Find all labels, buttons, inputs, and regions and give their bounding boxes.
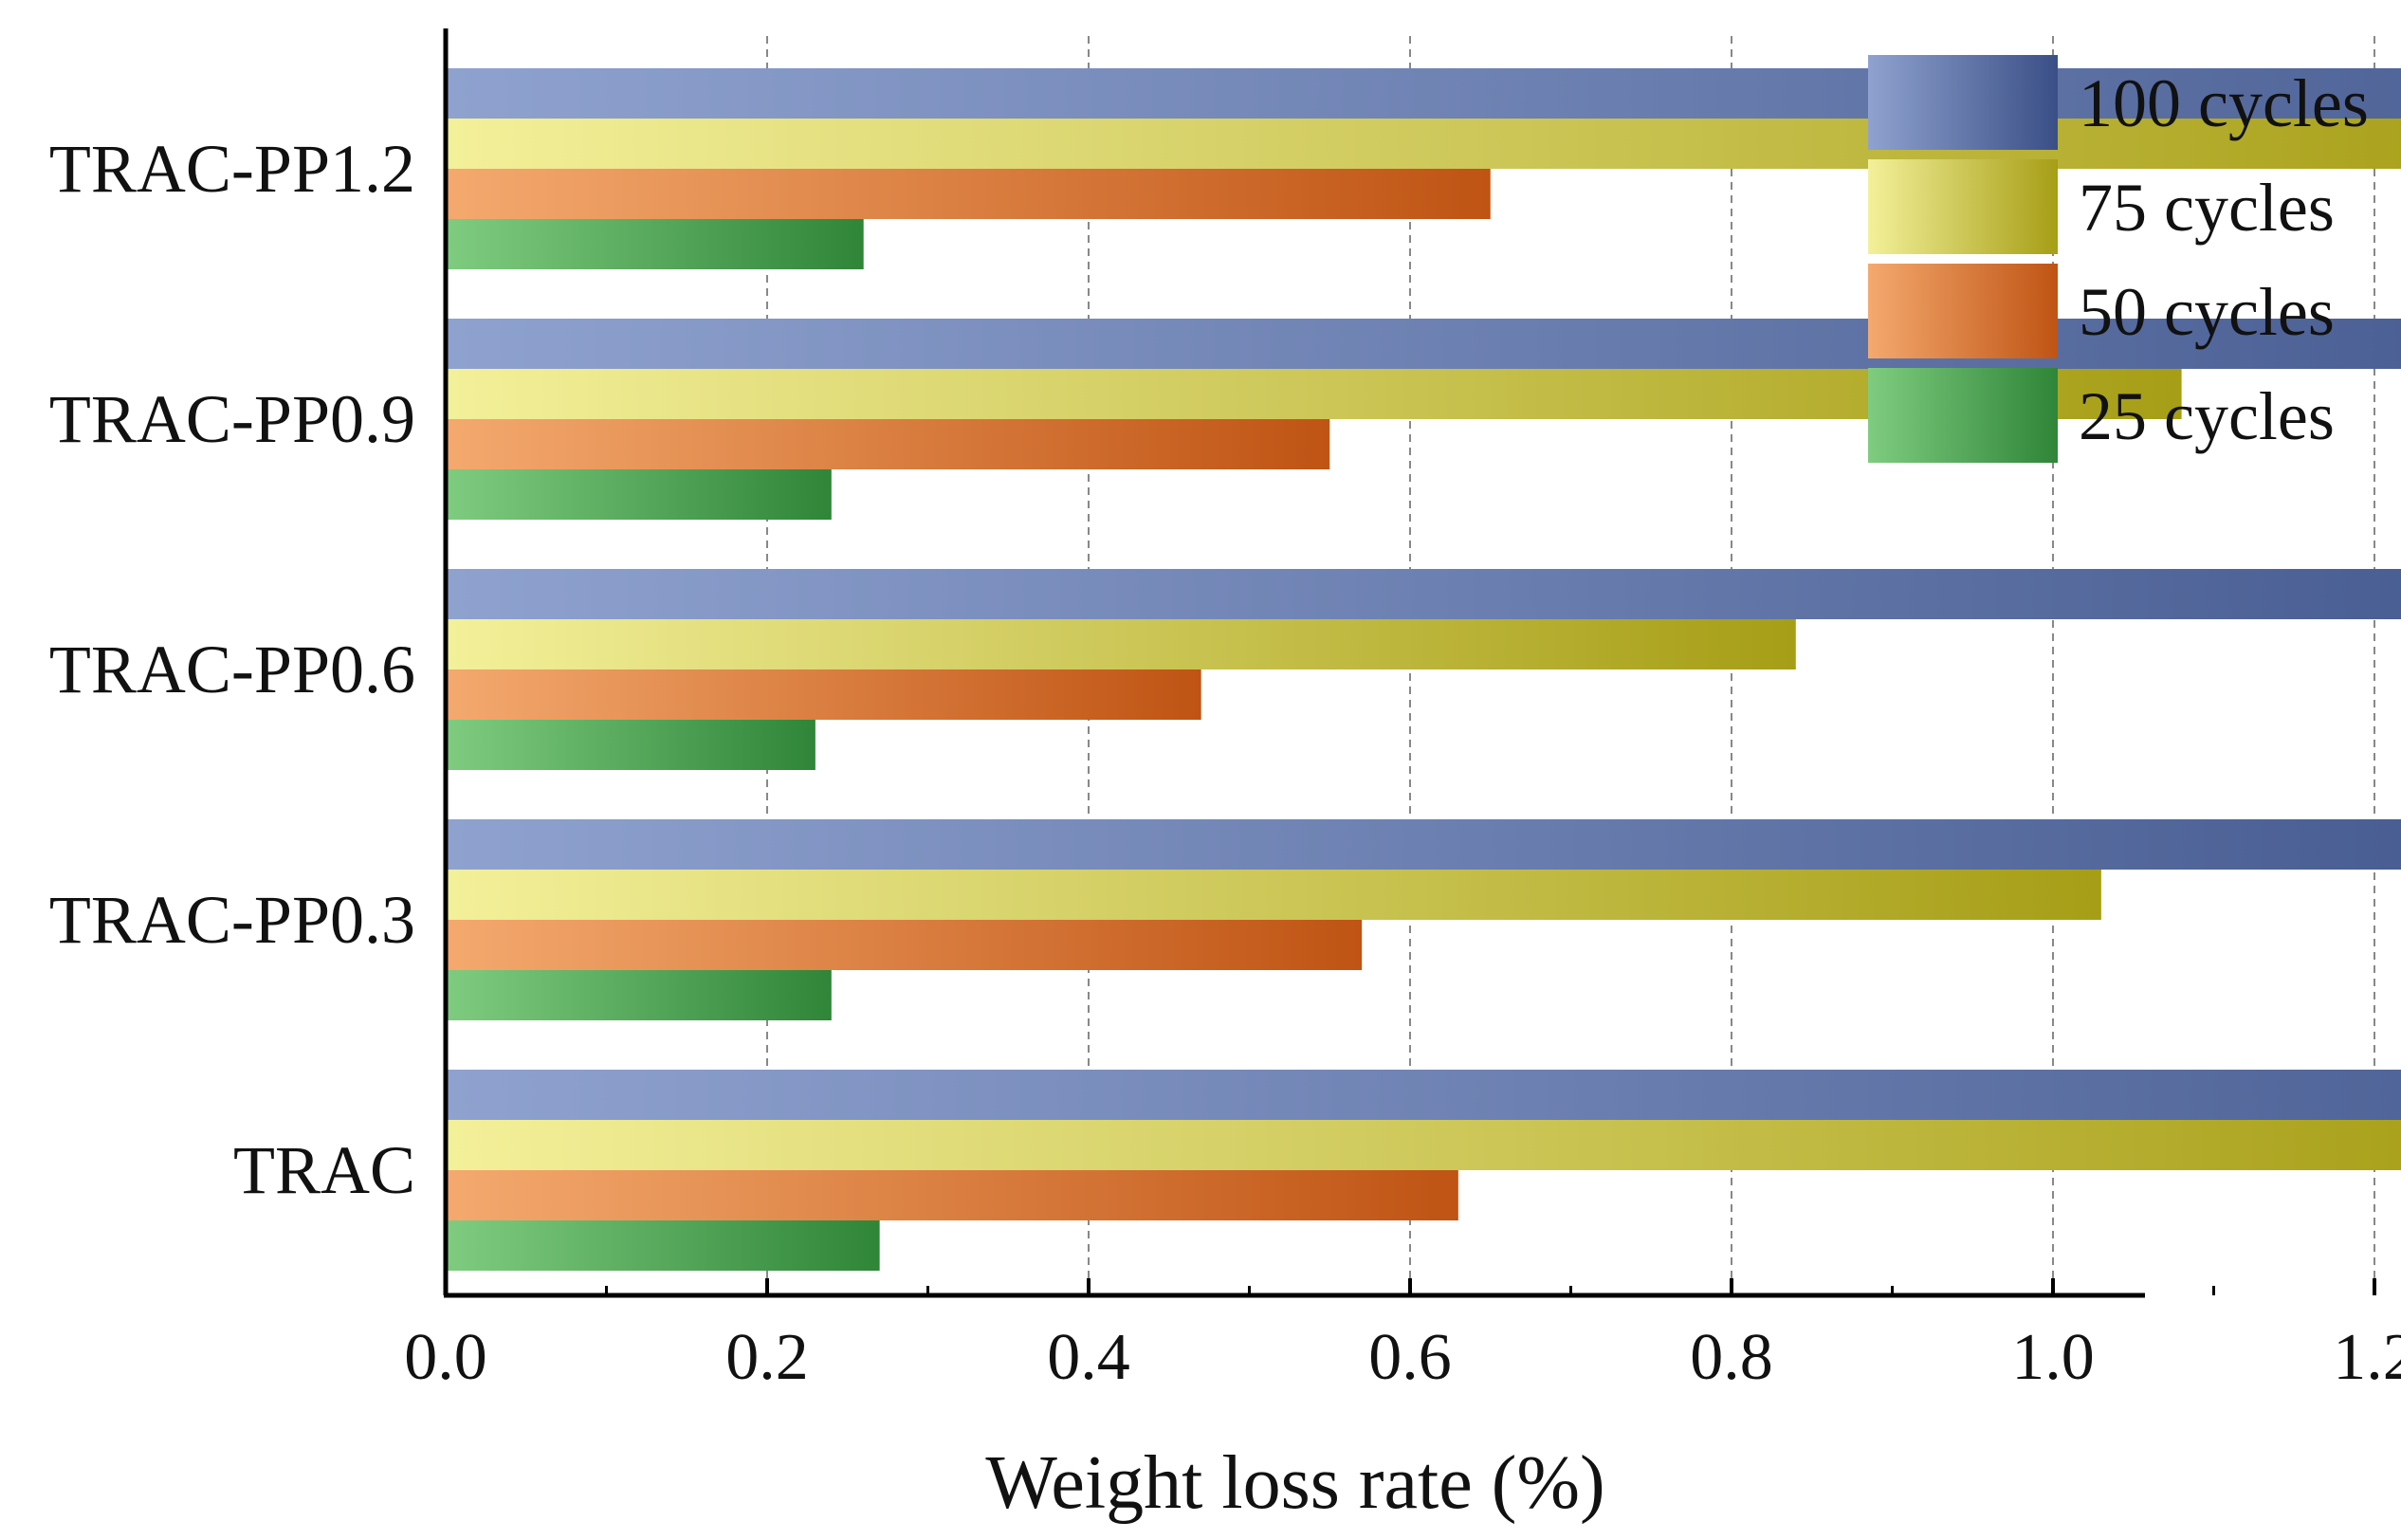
category-label: TRAC-PP0.9 — [49, 381, 415, 457]
bar-trac-pp1-2-75-cycles — [446, 119, 2401, 169]
bar-trac-pp0-9-25-cycles — [446, 469, 832, 520]
bar-trac-pp1-2-100-cycles — [446, 68, 2401, 119]
bar-trac-pp0-3-25-cycles — [446, 970, 832, 1020]
x-tick-label: 0.4 — [1047, 1321, 1130, 1394]
bar-trac-pp0-3-100-cycles — [446, 819, 2401, 870]
bar-trac-pp0-6-25-cycles — [446, 720, 816, 770]
legend-label: 50 cycles — [2079, 274, 2335, 350]
legend: 100 cycles 75 cycles 50 cycles 25 cycles — [1868, 55, 2369, 463]
bar-trac-pp0-9-50-cycles — [446, 419, 1330, 469]
category-label: TRAC-PP0.6 — [49, 632, 415, 707]
bar-trac-pp0-6-100-cycles — [446, 569, 2401, 619]
bar-trac-pp0-6-75-cycles — [446, 619, 1796, 669]
bar-trac-pp0-3-50-cycles — [446, 920, 1363, 970]
category-label: TRAC — [233, 1132, 415, 1208]
bars — [446, 68, 2401, 1271]
axes: 0.00.20.40.60.81.01.21.41.61.82.0 — [404, 28, 2401, 1394]
x-tick-label: 0.2 — [725, 1321, 809, 1394]
legend-swatch — [1868, 159, 2058, 254]
legend-swatch — [1868, 55, 2058, 150]
legend-label: 75 cycles — [2079, 170, 2335, 246]
x-tick-label: 1.2 — [2333, 1321, 2401, 1394]
bar-trac-pp0-6-50-cycles — [446, 669, 1201, 720]
category-label: TRAC-PP0.3 — [49, 882, 415, 958]
legend-swatch — [1868, 368, 2058, 463]
category-label: TRAC-PP1.2 — [49, 131, 415, 207]
legend-label: 100 cycles — [2079, 65, 2369, 141]
x-tick-label: 0.0 — [404, 1321, 487, 1394]
x-tick-label: 0.6 — [1368, 1321, 1452, 1394]
x-axis-title: Weight loss rate (%) — [985, 1441, 1604, 1525]
bar-trac-pp0-3-75-cycles — [446, 870, 2101, 920]
bar-trac-75-cycles — [446, 1120, 2401, 1170]
x-tick-label: 0.8 — [1690, 1321, 1773, 1394]
bar-trac-pp1-2-25-cycles — [446, 219, 864, 269]
legend-swatch — [1868, 264, 2058, 358]
bar-trac-25-cycles — [446, 1220, 880, 1271]
x-tick-label: 1.0 — [2011, 1321, 2095, 1394]
bar-trac-100-cycles — [446, 1070, 2401, 1120]
bar-trac-pp0-9-100-cycles — [446, 319, 2401, 369]
bar-trac-50-cycles — [446, 1170, 1458, 1220]
bar-trac-pp1-2-50-cycles — [446, 169, 1491, 219]
legend-label: 25 cycles — [2079, 378, 2335, 454]
category-labels: TRAC-PP1.2 TRAC-PP0.9 TRAC-PP0.6 TRAC-PP0.3… — [49, 131, 415, 1208]
